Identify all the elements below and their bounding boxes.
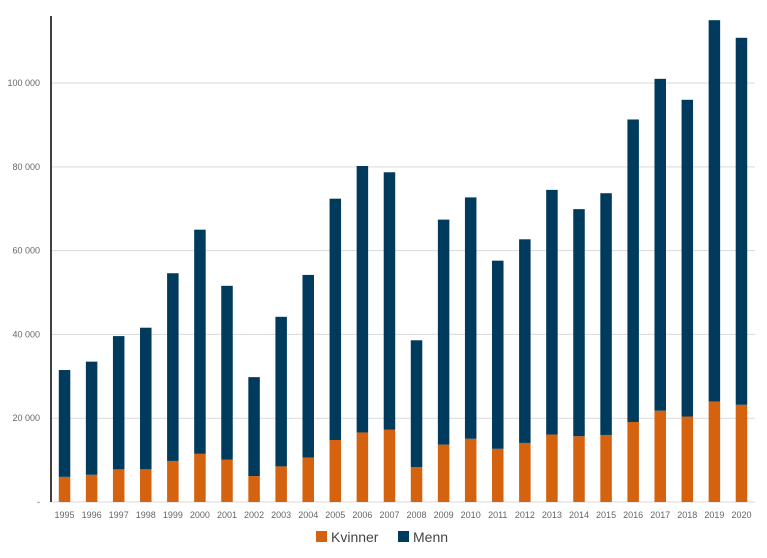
gridlines [51, 82, 755, 503]
bar-kvinner-1995 [58, 476, 71, 502]
bar-kvinner-2005 [329, 439, 342, 502]
y-tick-label: 80 000 [12, 162, 40, 172]
x-tick-label: 2014 [569, 510, 589, 520]
y-tick-label: 100 000 [7, 78, 40, 88]
legend-swatch-menn [398, 531, 409, 542]
x-tick-label: 2006 [352, 510, 372, 520]
legend-swatch-kvinner [316, 531, 327, 542]
bar-menn-1998 [140, 327, 152, 470]
bar-kvinner-2010 [464, 438, 477, 502]
bar-menn-2006 [356, 165, 369, 433]
y-tick-label: 60 000 [12, 246, 40, 256]
bar-kvinner-2015 [600, 434, 612, 502]
bar-menn-2010 [464, 197, 477, 439]
bar-menn-2001 [221, 285, 233, 460]
bar-menn-2012 [519, 239, 531, 443]
bar-menn-2007 [383, 172, 396, 430]
y-tick-label: - [37, 497, 40, 507]
x-tick-label: 2013 [542, 510, 562, 520]
x-tick-label: 2019 [704, 510, 724, 520]
legend-label-kvinner: Kvinner [331, 529, 379, 545]
x-tick-label: 2004 [298, 510, 318, 520]
bar-menn-2004 [302, 274, 314, 458]
bar-menn-2016 [627, 119, 639, 422]
bar-menn-2020 [735, 37, 748, 405]
legend: Kvinner Menn [316, 529, 448, 545]
bar-kvinner-2017 [654, 410, 666, 502]
x-tick-labels: 1995 1996 1997 1998 1999 2000 2001 2002 2003 2004… [55, 510, 752, 520]
bar-kvinner-2000 [194, 453, 206, 502]
bar-menn-2011 [492, 260, 504, 449]
x-tick-label: 2018 [677, 510, 697, 520]
bar-kvinner-2020 [735, 404, 748, 502]
bar-menn-2013 [546, 189, 558, 435]
y-tick-label: 20 000 [12, 413, 40, 423]
x-tick-label: 2009 [434, 510, 454, 520]
legend-label-menn: Menn [413, 529, 448, 545]
bar-kvinner-2014 [573, 436, 585, 502]
bar-menn-1995 [58, 370, 71, 477]
x-tick-label: 2001 [217, 510, 237, 520]
x-tick-label: 2011 [488, 510, 507, 520]
bar-kvinner-2013 [546, 434, 558, 502]
x-tick-label: 2007 [379, 510, 399, 520]
bar-kvinner-2016 [627, 421, 639, 502]
bar-menn-2019 [708, 20, 721, 402]
bar-menn-1997 [112, 336, 125, 470]
bar-kvinner-2007 [383, 429, 396, 502]
bar-menn-2008 [410, 340, 423, 468]
bar-kvinner-2011 [492, 448, 504, 502]
y-tick-label: 40 000 [12, 329, 40, 339]
x-tick-label: 2005 [325, 510, 345, 520]
bar-kvinner-2009 [437, 444, 450, 502]
bar-kvinner-2004 [302, 457, 314, 502]
x-tick-label: 1999 [163, 510, 183, 520]
x-tick-label: 2015 [596, 510, 616, 520]
bar-kvinner-2012 [519, 442, 531, 502]
bar-menn-2015 [600, 193, 612, 435]
x-tick-label: 2017 [650, 510, 670, 520]
bar-menn-2000 [194, 229, 206, 454]
bars [58, 20, 748, 502]
bar-kvinner-1999 [167, 460, 179, 502]
bar-menn-2014 [573, 209, 585, 437]
bar-kvinner-2001 [221, 459, 233, 502]
x-tick-label: 2016 [623, 510, 643, 520]
bar-kvinner-2018 [681, 416, 694, 502]
x-tick-label: 2020 [731, 510, 751, 520]
x-tick-label: 2008 [407, 510, 427, 520]
bar-menn-2018 [681, 99, 694, 417]
bar-menn-2017 [654, 78, 666, 411]
bar-kvinner-2002 [248, 476, 260, 502]
y-tick-labels: - 20 000 40 000 60 000 80 000 100 000 [7, 78, 40, 507]
bar-kvinner-1998 [140, 469, 152, 502]
x-tick-label: 1995 [55, 510, 75, 520]
bar-menn-2009 [437, 219, 450, 445]
x-tick-label: 1996 [82, 510, 102, 520]
x-tick-label: 2010 [461, 510, 481, 520]
x-tick-label: 2002 [244, 510, 264, 520]
x-tick-label: 2012 [515, 510, 535, 520]
bar-menn-2005 [329, 198, 342, 440]
bar-menn-2002 [248, 377, 260, 477]
bar-menn-2003 [275, 316, 287, 467]
bar-kvinner-1996 [85, 474, 98, 502]
bar-kvinner-2008 [410, 467, 423, 502]
bar-kvinner-2019 [708, 401, 721, 502]
x-tick-label: 1998 [136, 510, 156, 520]
bar-kvinner-2006 [356, 432, 369, 502]
x-tick-label: 2000 [190, 510, 210, 520]
bar-kvinner-2003 [275, 466, 287, 502]
bar-menn-1999 [167, 273, 179, 461]
bar-menn-1996 [85, 361, 98, 475]
x-tick-label: 1997 [109, 510, 129, 520]
x-tick-label: 2003 [271, 510, 291, 520]
bar-kvinner-1997 [112, 469, 125, 502]
